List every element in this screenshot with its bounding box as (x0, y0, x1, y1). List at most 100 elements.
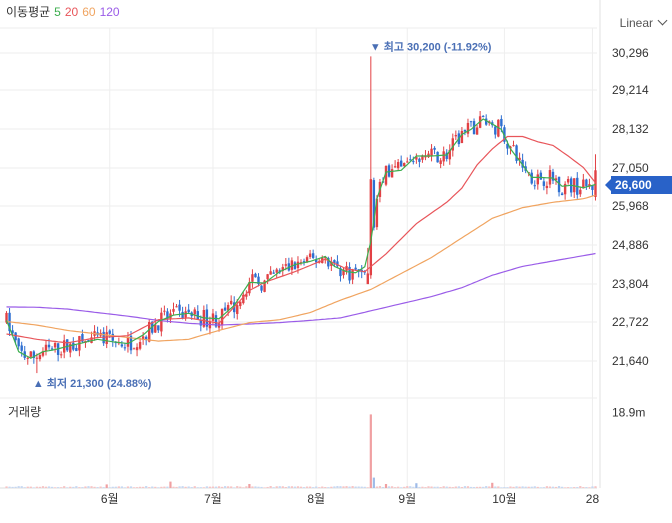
volume-bar (90, 486, 93, 488)
volume-bar (75, 486, 78, 488)
time-axis: 6월 7월 8월 9월 10월 28 (101, 492, 600, 506)
candle-up (451, 138, 454, 151)
candle-down (539, 172, 543, 180)
candle-down (372, 180, 376, 228)
volume-bar (305, 486, 309, 488)
candle-up (275, 269, 278, 273)
volume-bar (524, 486, 527, 488)
candle-down (178, 304, 181, 311)
scale-toggle-button[interactable]: Linear (620, 15, 668, 30)
volume-bar (242, 487, 245, 488)
candle-up (53, 342, 57, 348)
candle-up (160, 312, 163, 332)
candle-down (214, 315, 218, 327)
volume-bar (53, 487, 57, 488)
volume-bar (348, 486, 351, 488)
volume-bar (148, 487, 151, 488)
volume-bar (217, 486, 221, 488)
volume-bar (457, 486, 460, 488)
volume-bar (84, 486, 87, 488)
volume-bar (482, 486, 485, 488)
volume-bar (421, 486, 424, 488)
candle-down (11, 330, 14, 334)
volume-bar (111, 486, 114, 488)
candle-down (327, 257, 330, 267)
volume-bar (387, 486, 391, 488)
candle-up (193, 309, 196, 315)
candle-up (582, 179, 585, 189)
candle-down (445, 152, 448, 159)
candle-down (314, 259, 318, 263)
volume-bar (245, 486, 248, 488)
volume-bar (196, 487, 199, 488)
candle-down (399, 160, 403, 167)
volume-bar (394, 487, 397, 488)
volume-bar (129, 486, 133, 488)
ma5-legend: 5 (54, 5, 61, 19)
volume-title: 거래량 (8, 405, 42, 419)
volume-bar (433, 486, 436, 488)
volume-bar (442, 486, 445, 488)
candle-down (436, 151, 439, 163)
volume-bar (494, 486, 497, 488)
volume-bar (257, 486, 260, 488)
candle-down (409, 159, 412, 161)
candle-down (515, 145, 518, 161)
volume-bar (460, 486, 464, 488)
price-tick-label: 21,640 (612, 354, 649, 368)
candle-up (421, 155, 424, 160)
volume-bar (208, 486, 212, 488)
candle-up (281, 267, 284, 271)
volume-bar (138, 486, 142, 488)
volume-bar (66, 487, 69, 488)
volume-bar (406, 486, 409, 488)
volume-bar (26, 486, 29, 488)
candle-down (472, 121, 476, 135)
candle-up (284, 264, 288, 266)
volume-bar (263, 487, 266, 488)
candle-down (557, 176, 561, 193)
volume-bar (415, 483, 418, 488)
candle-up (38, 355, 42, 360)
candle-up (366, 273, 369, 285)
candle-down (469, 121, 473, 123)
volume-bar (573, 487, 576, 488)
candles (5, 56, 597, 374)
candle-down (500, 118, 503, 127)
ma20-line (6, 135, 596, 344)
price-tick-label: 30,296 (612, 46, 649, 60)
volume-bar (239, 486, 242, 488)
candle-down (463, 129, 467, 132)
candle-up (126, 337, 130, 347)
volume-bar (567, 487, 570, 488)
volume-bar (60, 487, 63, 488)
volume-bar (351, 486, 354, 488)
candle-down (75, 347, 78, 352)
candle-down (551, 171, 555, 181)
volume-bar (296, 486, 300, 488)
volume-bar (372, 477, 375, 488)
volume-bar (579, 486, 582, 488)
volume-bar (87, 486, 90, 488)
volume-bar (384, 484, 388, 488)
volume-bar (369, 414, 372, 488)
volume-bar (190, 487, 193, 488)
candle-up (448, 149, 451, 160)
volume-bar (214, 486, 218, 488)
volume-bar (287, 486, 290, 488)
volume-bar (172, 486, 175, 488)
candle-up (566, 178, 570, 183)
volume-bar (321, 486, 324, 488)
candle-up (5, 312, 8, 323)
candle-up (554, 178, 558, 181)
time-tick-label: 6월 (101, 492, 119, 506)
volume-bar (230, 486, 233, 488)
ma120-legend: 120 (99, 5, 120, 19)
price-tick-label: 25,968 (612, 199, 649, 213)
candle-down (47, 344, 51, 348)
candle-up (588, 184, 591, 187)
volume-bar (330, 486, 333, 488)
volume-bar (360, 486, 363, 488)
volume-bar (530, 486, 533, 488)
